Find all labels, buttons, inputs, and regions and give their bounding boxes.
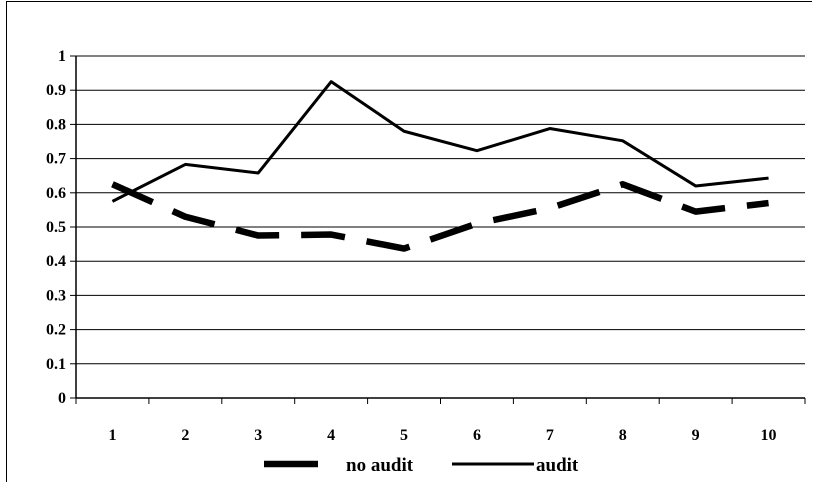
x-tick-label: 4 [327, 427, 335, 444]
y-tick-label: 0.6 [46, 185, 66, 202]
x-tick-label: 10 [761, 427, 777, 444]
x-tick-label: 5 [400, 427, 408, 444]
x-tick-label: 3 [254, 427, 262, 444]
series-line-no-audit [111, 181, 769, 252]
legend-label-no-audit: no audit [346, 455, 414, 476]
legend: no audit audit [264, 455, 579, 476]
y-tick-label: 0.1 [46, 356, 66, 373]
y-tick-label: 0.9 [46, 82, 66, 99]
chart-frame [6, 1, 812, 482]
x-axis-ticks: 1 2 3 4 5 6 7 8 9 10 [75, 398, 806, 444]
y-tick-label: 0.4 [46, 253, 66, 270]
y-tick-label: 0 [58, 390, 66, 407]
y-tick-label: 0.3 [46, 287, 66, 304]
series-lines [111, 80, 769, 252]
x-tick-label: 7 [546, 427, 554, 444]
x-tick-label: 9 [692, 427, 700, 444]
y-tick-label: 0.5 [46, 219, 66, 236]
x-tick-label: 1 [108, 427, 116, 444]
x-tick-label: 8 [619, 427, 627, 444]
y-tick-label: 1 [58, 48, 66, 65]
y-axis-ticks: 0 0.1 0.2 0.3 0.4 0.5 0.6 0.7 0.8 0.9 1 [46, 48, 76, 407]
y-tick-label: 0.7 [46, 151, 66, 168]
x-tick-label: 2 [181, 427, 189, 444]
gridlines [76, 55, 805, 365]
x-tick-label: 6 [473, 427, 481, 444]
legend-label-audit: audit [536, 455, 579, 476]
series-line-audit [111, 80, 769, 203]
y-tick-label: 0.8 [46, 116, 66, 133]
y-tick-label: 0.2 [46, 322, 66, 339]
